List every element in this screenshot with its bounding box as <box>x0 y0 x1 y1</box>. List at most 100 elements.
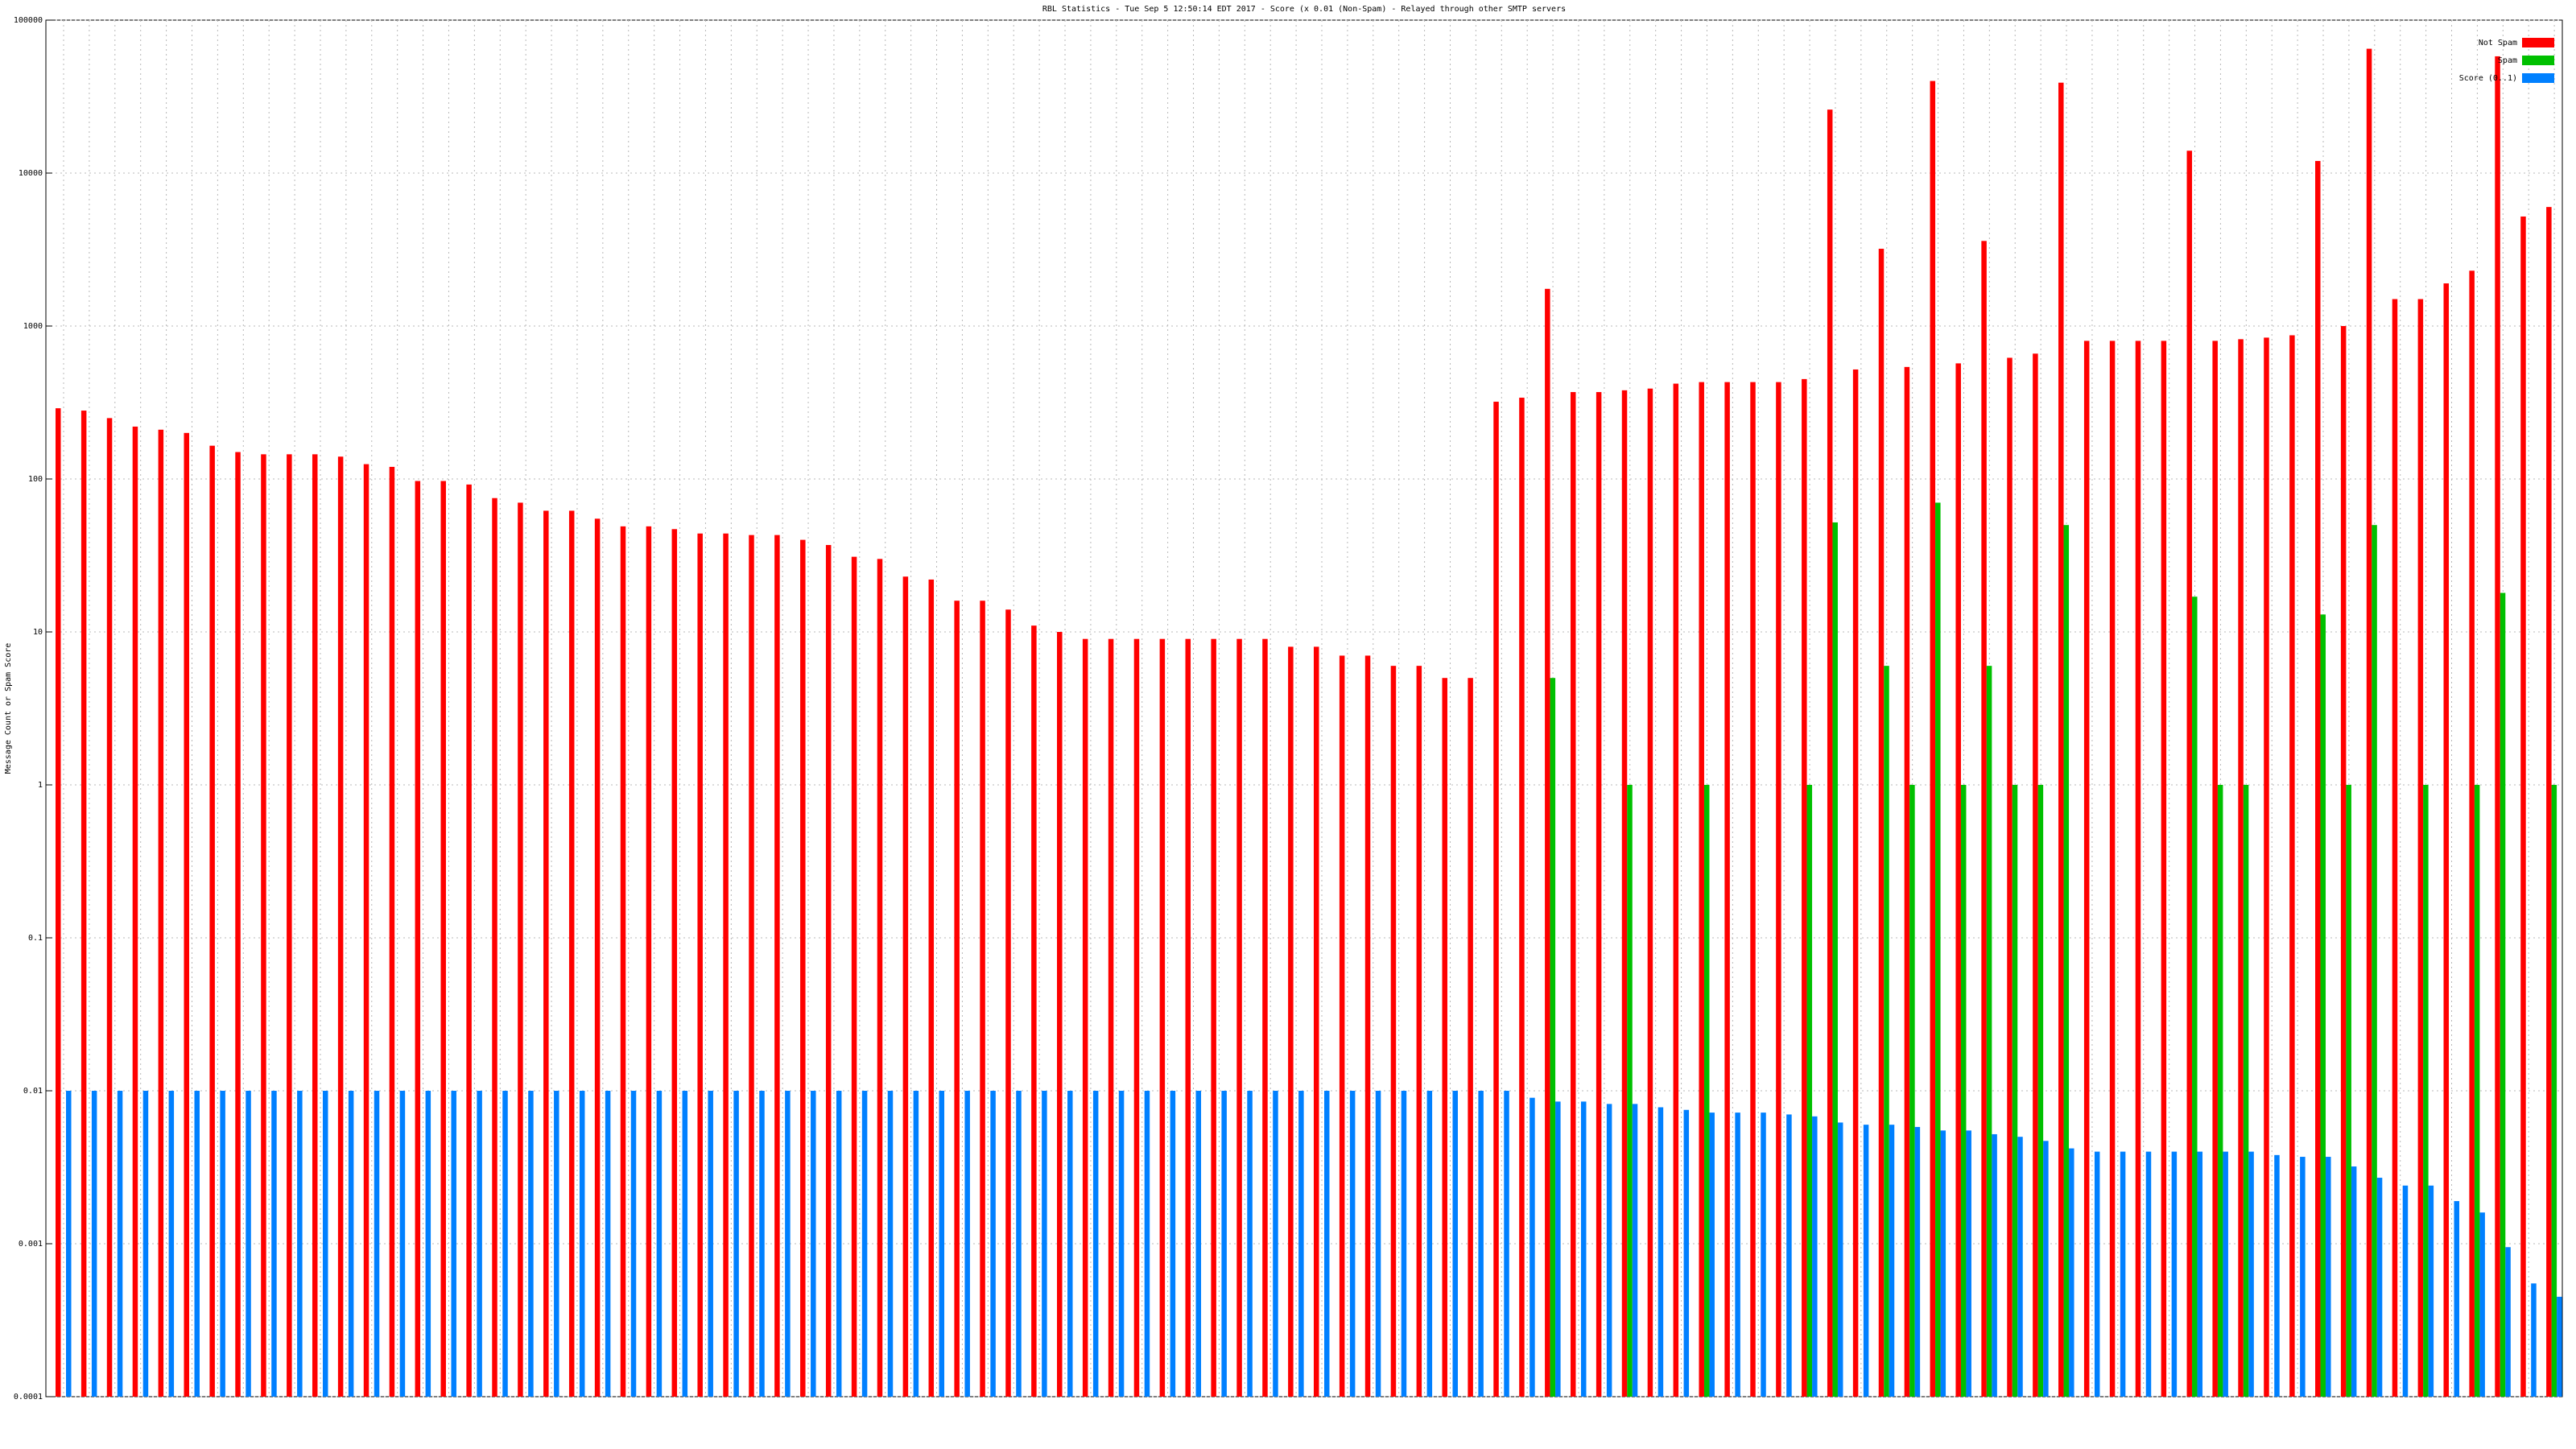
bar <box>1493 402 1499 1397</box>
bar <box>2402 1185 2409 1397</box>
legend-label: Not Spam <box>2479 39 2517 47</box>
bar <box>1478 1091 1484 1397</box>
bar <box>235 452 241 1397</box>
bar <box>1426 1091 1433 1397</box>
bar <box>2274 1154 2280 1397</box>
bar <box>80 411 87 1397</box>
bar <box>1940 1130 1946 1397</box>
bar <box>2017 1137 2023 1397</box>
bar <box>1935 502 1941 1397</box>
legend-swatch <box>2522 38 2554 47</box>
bar <box>800 539 806 1397</box>
bar <box>1596 392 1602 1397</box>
bar <box>2248 1151 2254 1397</box>
bar <box>415 481 421 1397</box>
bar <box>887 1091 894 1397</box>
bar <box>2037 785 2044 1397</box>
bar <box>91 1091 97 1397</box>
bar <box>2192 597 2198 1397</box>
bar <box>374 1091 380 1397</box>
bar <box>1144 1091 1150 1397</box>
bar <box>1530 1097 1535 1397</box>
bar <box>2474 785 2480 1397</box>
bar <box>785 1091 791 1397</box>
bar <box>2094 1151 2100 1397</box>
bar <box>1504 1091 1509 1397</box>
bar <box>158 429 164 1397</box>
bar <box>2243 785 2249 1397</box>
bar <box>2454 1201 2460 1397</box>
bar <box>1683 1109 1690 1397</box>
bar <box>1992 1133 1997 1397</box>
bar <box>132 426 138 1397</box>
bar <box>1878 249 1885 1397</box>
y-tick-label: 1000 <box>23 322 43 331</box>
bar <box>1909 785 1915 1397</box>
bar <box>1082 638 1088 1397</box>
bar <box>2033 353 2038 1397</box>
y-tick-label: 100 <box>28 475 43 484</box>
bar <box>440 481 446 1397</box>
bar <box>425 1091 431 1397</box>
bar <box>168 1091 175 1397</box>
bar <box>1324 1091 1330 1397</box>
y-tick-label: 1 <box>38 781 43 790</box>
bar <box>543 510 549 1397</box>
bar <box>1806 785 1813 1397</box>
bar <box>1750 382 1756 1397</box>
bar <box>954 601 960 1397</box>
bar <box>1832 522 1838 1397</box>
bar <box>312 454 318 1397</box>
bar <box>2423 785 2429 1397</box>
bar <box>451 1091 456 1397</box>
bar <box>1442 678 1447 1397</box>
bar <box>1786 1114 1792 1397</box>
bar <box>261 454 266 1397</box>
bar <box>1057 632 1063 1397</box>
y-tick-label: 10 <box>33 628 43 637</box>
bar <box>1735 1113 1740 1397</box>
bar <box>646 526 652 1397</box>
bar <box>2007 357 2013 1397</box>
bar <box>1349 1091 1356 1397</box>
bar <box>1375 1091 1381 1397</box>
bar <box>2495 56 2500 1397</box>
bar <box>492 497 497 1397</box>
bar <box>194 1091 200 1397</box>
bar <box>2315 160 2321 1397</box>
bar <box>1452 1091 1458 1397</box>
bar <box>990 1091 996 1397</box>
bar <box>759 1091 765 1397</box>
bar <box>287 454 292 1397</box>
bar <box>363 464 369 1397</box>
bar <box>1761 1113 1766 1397</box>
bar <box>2417 299 2424 1397</box>
bar <box>2264 337 2269 1397</box>
bar <box>594 518 601 1397</box>
bar <box>209 445 215 1397</box>
bar <box>399 1091 406 1397</box>
bar <box>902 576 909 1397</box>
bar <box>1627 785 1633 1397</box>
bar <box>2069 1148 2074 1397</box>
y-tick-label: 0.0001 <box>14 1393 43 1402</box>
bar <box>184 432 189 1397</box>
bar <box>1986 666 1992 1397</box>
bar <box>1657 1107 1664 1397</box>
bar <box>2135 341 2141 1397</box>
bar <box>774 535 780 1397</box>
bar <box>2428 1185 2434 1397</box>
bar <box>2289 335 2295 1397</box>
bar <box>348 1091 354 1397</box>
bar <box>2392 299 2398 1397</box>
bar <box>1776 382 1781 1397</box>
bar <box>2063 525 2070 1397</box>
bar <box>2012 785 2018 1397</box>
bar <box>579 1091 585 1397</box>
bar <box>56 408 61 1397</box>
bar <box>1247 1091 1253 1397</box>
bar <box>1802 378 1807 1397</box>
bar <box>605 1091 611 1397</box>
bar <box>2145 1151 2152 1397</box>
